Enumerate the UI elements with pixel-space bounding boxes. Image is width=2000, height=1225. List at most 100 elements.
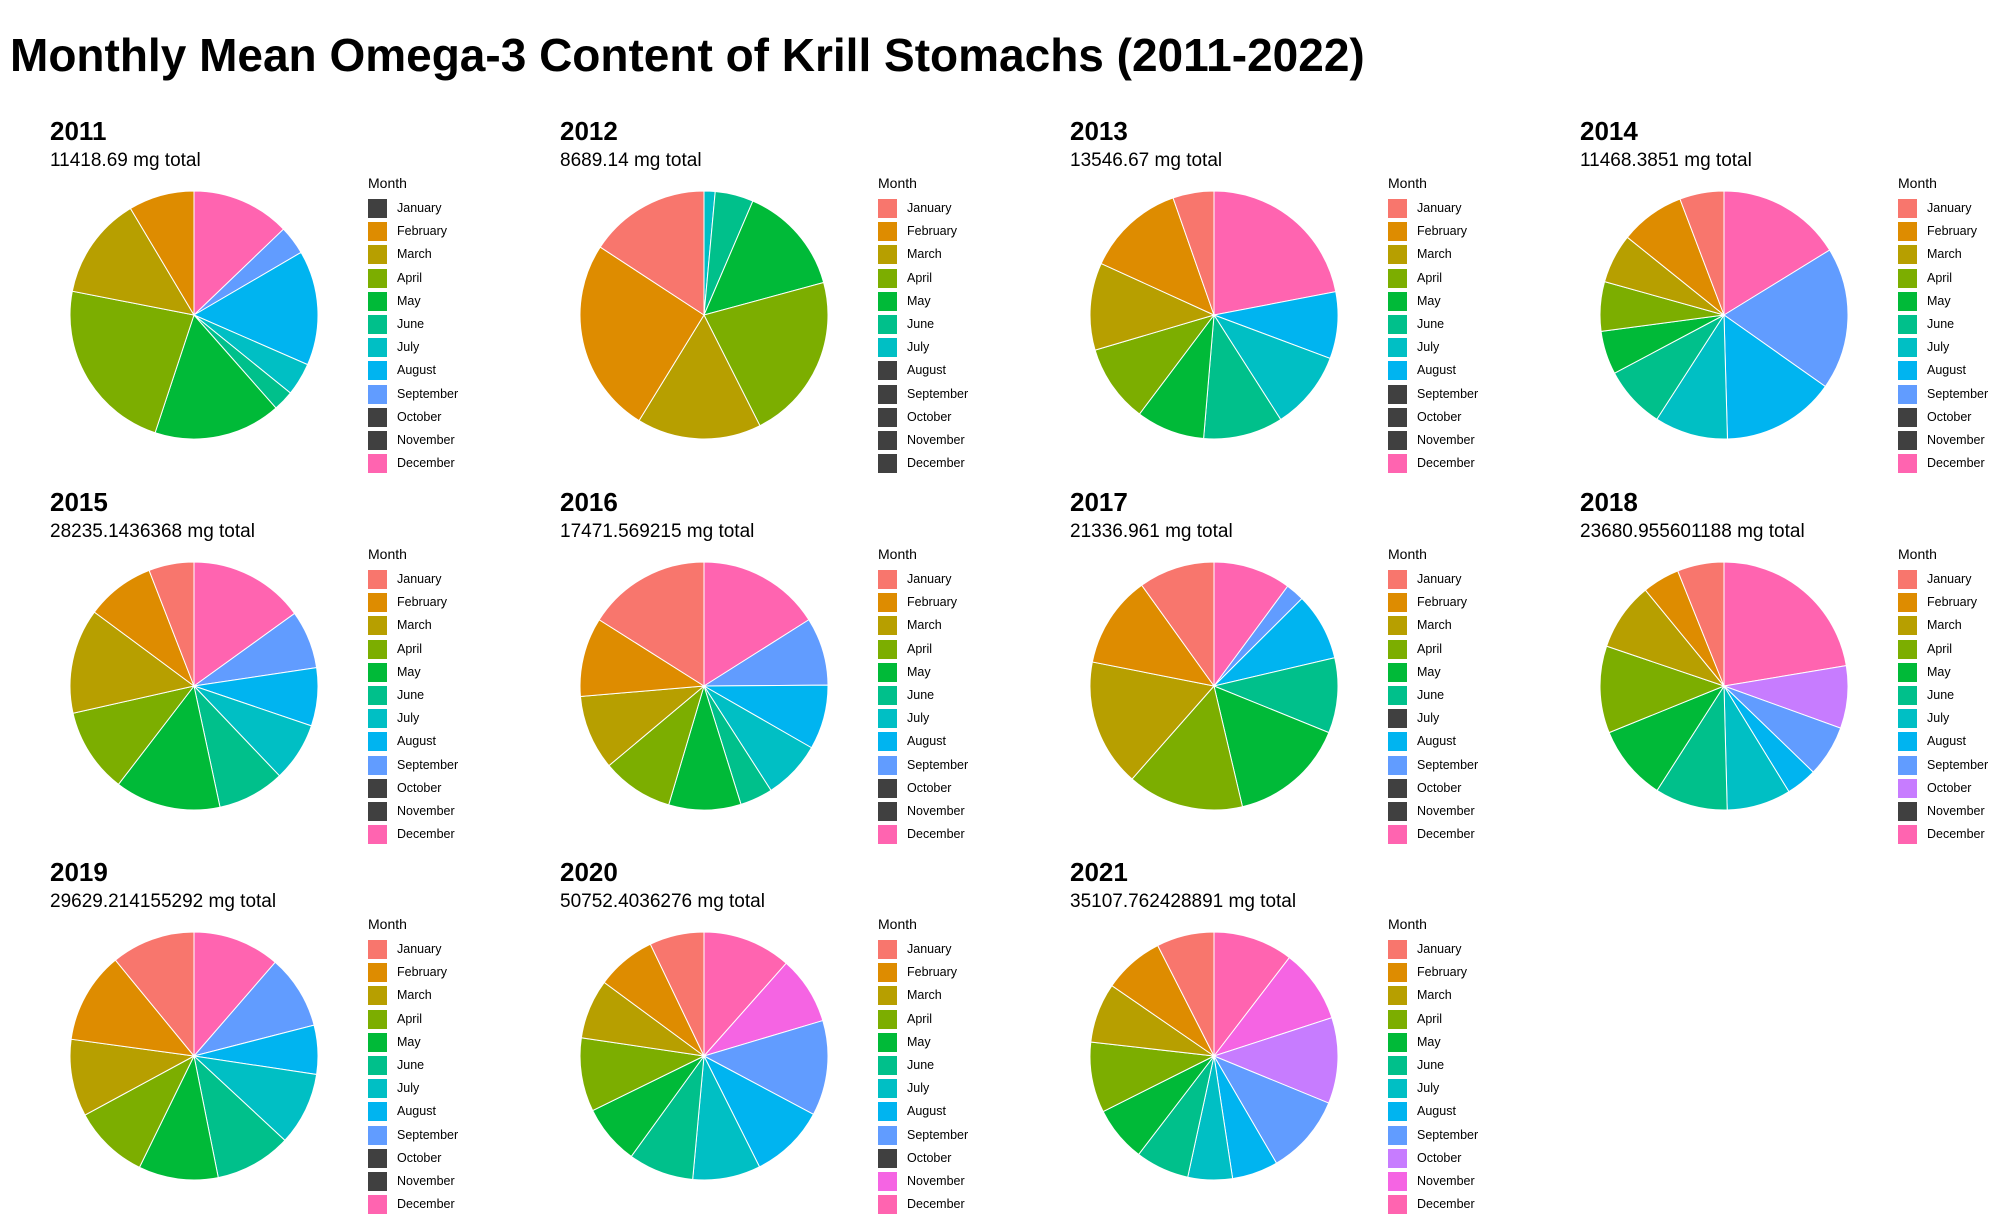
legend-swatch bbox=[1898, 268, 1917, 288]
legend-label: February bbox=[907, 965, 958, 980]
legend-label: May bbox=[397, 664, 421, 679]
legend-label: February bbox=[1927, 224, 1978, 239]
pie-slice-may bbox=[703, 200, 825, 316]
pie-panel-2020: 2020 50752.4036276 mg total Month January Fe… bbox=[522, 854, 1022, 1215]
legend-item-april: April bbox=[1388, 638, 1442, 661]
legend-label: February bbox=[397, 595, 448, 610]
legend-swatch bbox=[1898, 778, 1917, 798]
legend-label: October bbox=[1927, 409, 1972, 424]
legend-label: January bbox=[1417, 201, 1462, 215]
legend-label: November bbox=[1927, 432, 1985, 447]
pie-slice-may bbox=[138, 1054, 219, 1181]
pie-slice-march bbox=[1089, 661, 1215, 780]
pie-slice-february bbox=[579, 246, 705, 422]
legend-swatch bbox=[878, 222, 897, 242]
panel-title: 2016 bbox=[560, 487, 618, 517]
legend-swatch bbox=[1388, 570, 1407, 589]
legend-item-january: January bbox=[878, 938, 951, 961]
legend-swatch bbox=[1388, 454, 1407, 474]
legend-item-march: March bbox=[368, 614, 432, 637]
legend-swatch bbox=[1388, 222, 1407, 242]
legend-item-april: April bbox=[1898, 267, 1952, 290]
legend-label: April bbox=[397, 641, 423, 656]
legend-item-march: March bbox=[878, 984, 942, 1007]
legend-item-july: July bbox=[1388, 707, 1439, 730]
pie-slice-june bbox=[1203, 313, 1282, 440]
legend-item-may: May bbox=[1898, 290, 1951, 313]
legend-swatch bbox=[1388, 662, 1407, 682]
legend-swatch bbox=[1898, 685, 1917, 705]
legend-label: July bbox=[397, 340, 420, 355]
legend-swatch bbox=[1388, 639, 1407, 659]
legend-item-june: June bbox=[368, 684, 424, 707]
legend-item-may: May bbox=[878, 1031, 931, 1054]
pie-chart bbox=[1599, 561, 1849, 811]
pie-slice-april bbox=[703, 281, 829, 427]
legend-label: June bbox=[907, 687, 935, 702]
legend-swatch bbox=[878, 662, 897, 682]
pie-slice-january bbox=[598, 561, 705, 687]
legend-item-november: November bbox=[878, 800, 965, 823]
legend: Month January February March April May June Jul… bbox=[1388, 916, 1478, 1216]
legend-item-september: September bbox=[368, 1124, 458, 1147]
legend-item-september: September bbox=[1388, 383, 1478, 406]
legend: Month January February March April May June Jul… bbox=[368, 916, 458, 1216]
legend-swatch bbox=[1388, 1032, 1407, 1052]
legend-item-january: January bbox=[368, 197, 441, 220]
pie-slice-march bbox=[579, 685, 706, 767]
legend-label: May bbox=[907, 1034, 931, 1049]
legend-swatch bbox=[368, 662, 387, 682]
legend-swatch bbox=[878, 940, 897, 959]
legend-label: August bbox=[397, 1104, 436, 1119]
legend-item-april: April bbox=[878, 638, 932, 661]
legend-label: January bbox=[907, 572, 952, 586]
legend-label: January bbox=[397, 201, 442, 215]
legend-title: Month bbox=[878, 546, 917, 562]
legend-label: January bbox=[1417, 572, 1462, 586]
legend-item-february: February bbox=[1898, 220, 1977, 243]
pie-slice-december bbox=[1723, 190, 1831, 316]
pie-slice-january bbox=[599, 190, 705, 316]
legend-item-april: April bbox=[368, 267, 422, 290]
legend-item-february: February bbox=[1898, 591, 1977, 614]
legend: Month January February March April May June Jul… bbox=[368, 546, 458, 846]
legend-item-march: March bbox=[878, 614, 942, 637]
pie-slice-may bbox=[117, 684, 221, 811]
panel-title: 2011 bbox=[50, 116, 107, 146]
legend-label: February bbox=[907, 224, 958, 239]
legend-label: January bbox=[1417, 942, 1462, 956]
legend: Month January February March April May June Jul… bbox=[1898, 546, 1988, 846]
pie-slice-june bbox=[193, 1054, 286, 1179]
legend-item-february: February bbox=[368, 220, 447, 243]
legend-label: March bbox=[907, 988, 942, 1003]
legend-label: December bbox=[1927, 827, 1985, 842]
legend-swatch bbox=[1898, 755, 1917, 775]
legend-swatch bbox=[1388, 732, 1407, 752]
legend-label: February bbox=[907, 595, 958, 610]
legend-label: December bbox=[397, 456, 455, 471]
legend-label: July bbox=[1927, 711, 1950, 726]
legend-label: February bbox=[397, 965, 448, 980]
legend-swatch bbox=[368, 1125, 387, 1145]
legend-item-june: June bbox=[1388, 1054, 1444, 1077]
pie-slice-november bbox=[1212, 956, 1333, 1057]
legend-item-september: September bbox=[1388, 754, 1478, 777]
legend-swatch bbox=[368, 245, 387, 265]
panel-title: 2017 bbox=[1070, 487, 1128, 517]
legend-label: August bbox=[397, 734, 436, 749]
legend-swatch bbox=[368, 778, 387, 798]
pie-slice-april bbox=[1131, 684, 1244, 811]
legend-swatch bbox=[368, 338, 387, 358]
legend-item-september: September bbox=[368, 383, 458, 406]
legend-item-january: January bbox=[368, 568, 441, 591]
legend-swatch bbox=[1388, 384, 1407, 404]
legend-label: December bbox=[1927, 456, 1985, 471]
legend-label: December bbox=[1417, 1197, 1475, 1212]
legend: Month January February March April May June Jul… bbox=[878, 546, 968, 846]
legend-item-june: June bbox=[1898, 313, 1954, 336]
legend-item-february: February bbox=[878, 220, 957, 243]
pie-panel-2014: 2014 11468.3851 mg total Month January Febru… bbox=[1542, 113, 2000, 474]
legend-item-january: January bbox=[1388, 568, 1461, 591]
legend-swatch bbox=[1388, 755, 1407, 775]
legend-item-december: December bbox=[1388, 1193, 1475, 1216]
